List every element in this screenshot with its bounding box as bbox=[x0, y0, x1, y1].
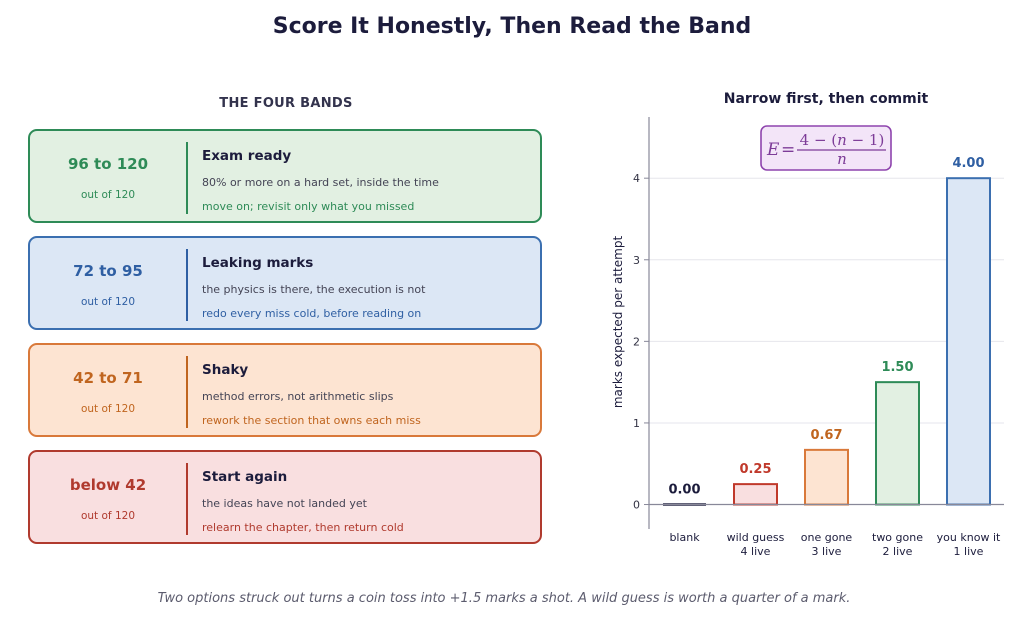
bar bbox=[946, 177, 991, 506]
band-title: Exam ready bbox=[202, 148, 292, 164]
band-divider bbox=[186, 356, 188, 428]
formula-equals: = bbox=[781, 140, 795, 160]
band-title: Leaking marks bbox=[202, 255, 314, 271]
x-tick-label: 4 live bbox=[741, 545, 771, 558]
data-label: 4.00 bbox=[952, 156, 984, 171]
x-tick-label: two gone bbox=[872, 531, 923, 544]
band-description: the ideas have not landed yet bbox=[202, 497, 367, 510]
data-label: 0.67 bbox=[810, 428, 842, 443]
data-label: 0.00 bbox=[668, 483, 700, 498]
data-label: 1.50 bbox=[881, 360, 913, 375]
band-out-of: out of 120 bbox=[80, 510, 136, 522]
y-tick-label: 4 bbox=[633, 172, 640, 185]
band-title: Shaky bbox=[202, 362, 249, 378]
band-divider bbox=[186, 463, 188, 535]
page-title: Score It Honestly, Then Read the Band bbox=[272, 14, 752, 39]
x-tick-label: blank bbox=[669, 531, 700, 544]
formula-lhs: E bbox=[766, 140, 780, 160]
x-tick-label: 1 live bbox=[954, 545, 984, 558]
bar bbox=[733, 483, 778, 506]
band-out-of: out of 120 bbox=[80, 403, 136, 415]
x-tick-label: one gone bbox=[801, 531, 853, 544]
band-description: the physics is there, the execution is n… bbox=[202, 283, 426, 296]
y-axis-label: marks expected per attempt bbox=[611, 236, 625, 409]
band-title: Start again bbox=[202, 469, 288, 485]
x-tick-label: wild guess bbox=[727, 531, 785, 544]
band-card-start-again: below 42 out of 120 Start again the idea… bbox=[28, 450, 542, 544]
band-out-of: out of 120 bbox=[80, 189, 136, 201]
chart-title: Narrow first, then commit bbox=[724, 91, 929, 107]
y-tick-label: 0 bbox=[633, 499, 640, 512]
data-label: 0.25 bbox=[739, 462, 771, 477]
formula-denominator: n bbox=[837, 150, 847, 168]
x-tick-label: 3 live bbox=[812, 545, 842, 558]
band-range: below 42 bbox=[69, 476, 147, 494]
formula-numerator: 4 − (n − 1) bbox=[800, 131, 885, 149]
band-card-exam-ready: 96 to 120 out of 120 Exam ready 80% or m… bbox=[28, 129, 542, 223]
band-card-shaky: 42 to 71 out of 120 Shaky method errors,… bbox=[28, 343, 542, 437]
bands-heading: THE FOUR BANDS bbox=[219, 96, 353, 111]
band-description: 80% or more on a hard set, inside the ti… bbox=[202, 176, 439, 189]
x-tick-label: you know it bbox=[937, 531, 1001, 544]
band-divider bbox=[186, 142, 188, 214]
band-action: move on; revisit only what you missed bbox=[202, 200, 415, 213]
bar bbox=[804, 448, 849, 506]
formula-box: E = 4 − (n − 1) n bbox=[760, 125, 892, 171]
band-action: rework the section that owns each miss bbox=[202, 414, 421, 427]
band-out-of: out of 120 bbox=[80, 296, 136, 308]
y-tick-label: 2 bbox=[633, 335, 640, 348]
grid-lines bbox=[649, 177, 1004, 424]
bar bbox=[875, 381, 920, 506]
band-range: 72 to 95 bbox=[73, 262, 143, 280]
band-divider bbox=[186, 249, 188, 321]
y-tick-label: 3 bbox=[633, 254, 640, 267]
band-action: relearn the chapter, then return cold bbox=[202, 521, 404, 534]
band-description: method errors, not arithmetic slips bbox=[202, 390, 394, 403]
band-range: 96 to 120 bbox=[67, 155, 149, 173]
band-range: 42 to 71 bbox=[73, 369, 143, 387]
band-action: redo every miss cold, before reading on bbox=[202, 307, 422, 320]
y-tick-label: 1 bbox=[633, 417, 640, 430]
bars: 0.00 0.25 0.67 1.50 4.00 bbox=[663, 156, 991, 506]
x-tick-label: 2 live bbox=[883, 545, 913, 558]
caption: Two options struck out turns a coin toss… bbox=[157, 591, 851, 606]
band-card-leaking-marks: 72 to 95 out of 120 Leaking marks the ph… bbox=[28, 236, 542, 330]
